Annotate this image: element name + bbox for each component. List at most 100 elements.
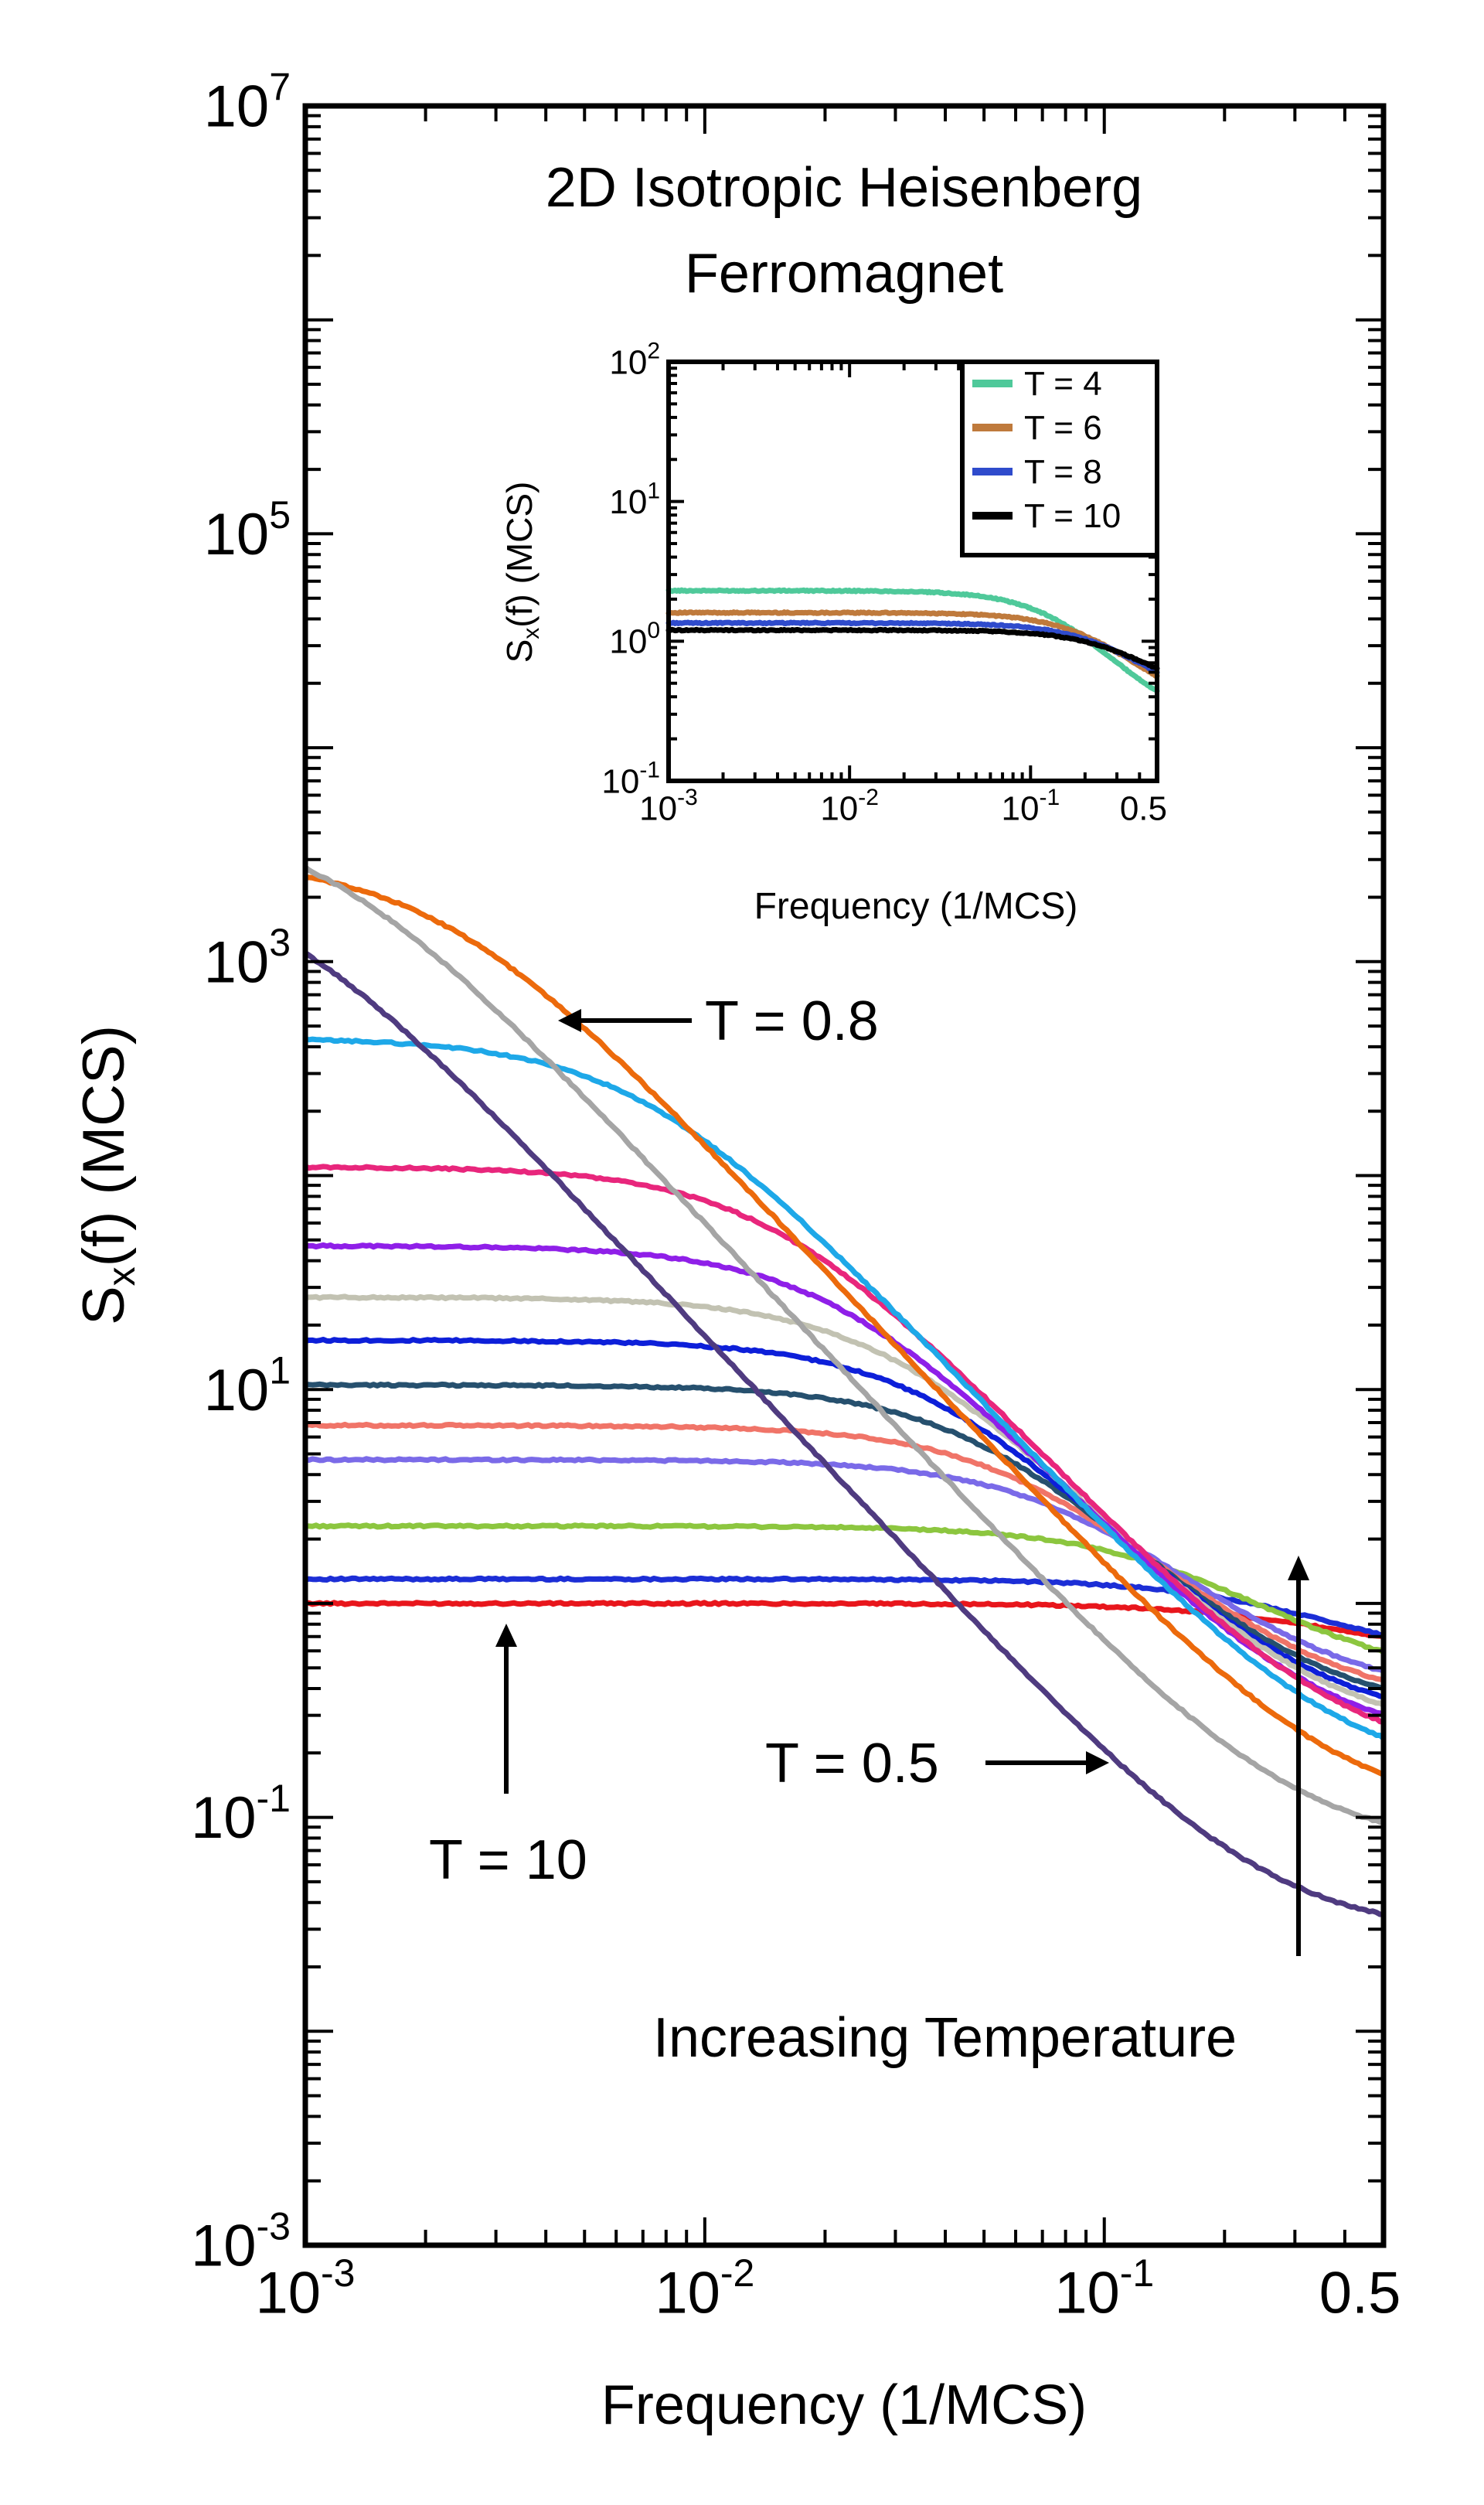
main-series-line-6 [302, 1381, 1387, 1692]
inset-y-tick-label-base: 10 [609, 623, 647, 661]
main-x-tick-label-1: 10-3 [255, 2251, 355, 2326]
annotation-t08: T = 0.8 [558, 990, 879, 1052]
main-y-tick-label-exp: 5 [269, 493, 291, 537]
increasing-temperature-label: Increasing Temperature [653, 2007, 1237, 2069]
main-x-tick-label-base: 0.5 [1319, 2260, 1401, 2326]
main-ticks [304, 104, 1385, 2247]
y-axis-label-base: S [71, 1286, 137, 1325]
inset-y-tick-label-1: 10-1 [601, 758, 660, 801]
inset-y-tick-label-exp: -1 [639, 758, 660, 783]
main-x-tick-label-base: 10 [655, 2260, 720, 2326]
main-y-tick-label-base: 10 [191, 1785, 257, 1851]
y-axis-label-rest: (f) (MCS) [71, 1025, 137, 1266]
inset-series-group [665, 587, 1160, 694]
inset-y-tick-label-4: 102 [609, 339, 660, 382]
main-y-tick-label-6: 107 [204, 65, 291, 139]
annotation-t08-label: T = 0.8 [705, 990, 879, 1052]
inset-x-tick-label-base: 10 [1002, 790, 1040, 828]
annotation-t05-arrow-head [1086, 1751, 1109, 1774]
inset-legend-label-3: T = 8 [1024, 453, 1102, 491]
main-x-tick-label-base: 10 [1054, 2260, 1120, 2326]
main-series-line-3 [302, 1522, 1387, 1655]
main-y-tick-label-base: 10 [204, 74, 270, 140]
increasing-temperature-arrow-head [1288, 1556, 1309, 1580]
inset-y-axis-label-base: S [499, 639, 539, 663]
main-y-tick-label-exp: -1 [257, 1777, 291, 1820]
inset-legend-box [960, 360, 1159, 557]
main-x-tick-label-3: 10-1 [1054, 2251, 1154, 2326]
y-axis-label-sub: x [100, 1266, 143, 1286]
main-series-line-12 [302, 874, 1387, 1777]
main-y-tick-label-2: 10-1 [191, 1777, 291, 1851]
inset-x-tick-label-base: 10 [820, 790, 858, 828]
inset-series-line-4 [665, 626, 1160, 671]
inset-y-tick-label-base: 10 [601, 762, 639, 800]
inset-y-tick-label-3: 101 [609, 478, 660, 521]
main-series-line-14 [302, 949, 1387, 1917]
main-x-tick-label-exp: -2 [720, 2251, 754, 2295]
y-axis-label: Sx(f) (MCS) [71, 1025, 143, 1325]
inset-legend-label-2: T = 6 [1024, 409, 1102, 447]
main-x-tick-label-4: 0.5 [1319, 2260, 1401, 2326]
main-series-line-7 [302, 1337, 1387, 1699]
main-x-tick-label-2: 10-2 [655, 2251, 754, 2326]
inset-x-tick-label-exp: -1 [1039, 785, 1060, 810]
main-y-tick-label-exp: -3 [257, 2204, 291, 2248]
inset-x-tick-label-3: 10-1 [1002, 785, 1060, 828]
main-y-tick-label-base: 10 [204, 502, 270, 567]
inset-series-line-3 [665, 619, 1160, 676]
main-series-line-10 [302, 1164, 1387, 1725]
inset-series-line-2 [665, 609, 1160, 679]
main-series-line-9 [302, 1242, 1387, 1718]
inset-x-tick-label-1: 10-3 [639, 785, 698, 828]
main-y-tick-label-base: 10 [191, 2214, 257, 2279]
annotation-t10-arrow-head [495, 1624, 517, 1647]
inset-y-tick-label-exp: 0 [647, 618, 660, 643]
inset-x-tick-label-exp: -3 [677, 785, 698, 810]
main-y-tick-label-base: 10 [204, 929, 270, 995]
inset-y-tick-label-base: 10 [609, 343, 647, 381]
chart-title-line-1: 2D Isotropic Heisenberg [546, 157, 1142, 219]
inset-legend: T = 4 T = 6 T = 8 T = 10 [960, 360, 1159, 557]
inset-y-axis-label-sub: x [519, 628, 544, 639]
inset-y-axis-label-rest: (f) (MCS) [499, 482, 539, 628]
main-y-tick-label-1: 10-3 [191, 2204, 291, 2278]
main-x-tick-label-exp: -1 [1120, 2251, 1154, 2295]
main-series-line-8 [302, 1293, 1387, 1709]
annotation-t05: T = 0.5 [765, 1733, 1109, 1794]
inset-x-tick-label-4: 0.5 [1120, 790, 1167, 828]
inset-legend-label-1: T = 4 [1024, 365, 1102, 403]
main-series-line-5 [302, 1421, 1387, 1683]
annotation-t10-label: T = 10 [429, 1829, 587, 1891]
inset-y-tick-label-exp: 1 [647, 478, 660, 503]
inset-x-tick-label-base: 0.5 [1120, 790, 1167, 828]
annotation-increasing-temperature: Increasing Temperature [653, 1556, 1309, 2069]
main-y-tick-label-4: 103 [204, 921, 291, 995]
main-y-tick-label-base: 10 [204, 1358, 270, 1423]
chart-title-line-2: Ferromagnet [685, 243, 1003, 305]
main-y-tick-label-exp: 3 [269, 921, 291, 964]
inset-x-axis-label: Frequency (1/MCS) [754, 886, 1078, 927]
main-y-tick-label-exp: 7 [269, 65, 291, 108]
main-y-tick-label-3: 101 [204, 1349, 291, 1423]
main-x-tick-label-exp: -3 [321, 2251, 355, 2295]
inset-y-axis-label: Sx(f) (MCS) [499, 482, 544, 663]
main-series-line-11 [302, 1036, 1387, 1741]
inset-y-tick-label-exp: 2 [647, 339, 660, 364]
x-axis-label: Frequency (1/MCS) [601, 2374, 1087, 2436]
inset-x-tick-label-2: 10-2 [820, 785, 879, 828]
annotation-t08-arrow-head [558, 1009, 581, 1032]
main-series-group [302, 864, 1387, 1917]
main-series-line-13 [302, 864, 1387, 1825]
inset-x-tick-label-exp: -2 [858, 785, 879, 810]
main-x-tick-label-base: 10 [255, 2260, 321, 2326]
main-y-tick-label-exp: 1 [269, 1349, 291, 1392]
main-y-tick-label-5: 105 [204, 493, 291, 567]
inset-x-tick-label-base: 10 [639, 790, 677, 828]
inset-y-tick-label-base: 10 [609, 483, 647, 521]
